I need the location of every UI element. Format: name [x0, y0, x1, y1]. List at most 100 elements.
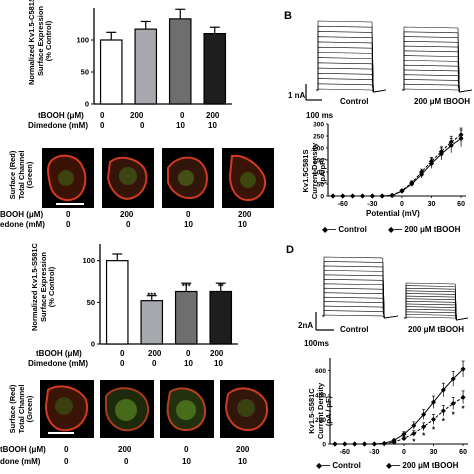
d-tbooh-trace-9 — [404, 295, 469, 321]
d-point — [352, 441, 358, 447]
a-bar-2 — [134, 28, 158, 105]
b-point — [330, 193, 336, 199]
c-cell-image-3 — [160, 380, 214, 438]
a-image-tbooh-0: 0 — [66, 210, 71, 219]
c-row-label-dimedone: Dimedone (mM) — [28, 359, 88, 368]
a-scale-bar — [56, 203, 84, 205]
d-point — [440, 387, 446, 393]
d-point — [332, 441, 338, 447]
b-legend-tbooh: ◆— 200 μM tBOOH — [388, 226, 460, 234]
c-cell-image-4 — [220, 380, 274, 438]
a-dim-1: 0 — [140, 121, 145, 130]
c-image-dim-2: 10 — [182, 457, 191, 466]
d-control-trace-6 — [322, 292, 399, 319]
c-sig-2: *** — [147, 291, 156, 300]
c-sig-3: *** — [182, 282, 191, 291]
b-tbooh-trace-9 — [402, 50, 473, 93]
b-point — [350, 193, 356, 199]
d-legend-tbooh: ◆— 200 μM tBOOH — [386, 462, 458, 470]
a-cell-image-3 — [162, 148, 214, 208]
d-tbooh-trace-14 — [404, 282, 469, 321]
d-star-3: * — [432, 425, 436, 434]
b-legend-control-marker: ◆— — [322, 225, 337, 234]
d-control-trace-14 — [322, 256, 399, 319]
d-y-tick-label: 400 — [315, 392, 326, 399]
d-star-5: * — [452, 410, 456, 419]
c-image-dim-3: 10 — [238, 457, 247, 466]
c-tbooh-2: 0 — [186, 349, 191, 358]
a-tbooh-3: 200 — [206, 111, 220, 120]
b-tbooh-trace-5 — [402, 69, 473, 93]
c-scale-bar — [48, 432, 74, 434]
a-dim-2: 10 — [176, 121, 185, 130]
b-legend-control: ◆— Control — [322, 226, 367, 234]
c-image-tbooh-1: 200 — [118, 445, 132, 454]
c-bar-1 — [105, 260, 129, 345]
d-line-1 — [334, 368, 464, 445]
d-tbooh-trace-11 — [404, 290, 469, 321]
d-control-trace-2 — [322, 310, 399, 319]
a-bar-4 — [203, 32, 227, 105]
d-y-tick-label: 600 — [315, 368, 326, 375]
b-y-tick-label: 250 — [313, 134, 324, 141]
d-legend-control-text: Control — [332, 461, 361, 470]
c-y-tick-label: 100 — [82, 256, 95, 265]
b-trace-label-tbooh: 200 μM tBOOH — [414, 97, 471, 106]
a-row-label-dimedone: Dimedone (mM) — [28, 121, 88, 130]
b-line-2 — [332, 134, 462, 197]
a-tbooh-2: 0 — [180, 111, 185, 120]
b-y-tick-label: 300 — [313, 122, 324, 129]
c-tbooh-1: 200 — [148, 349, 162, 358]
b-point — [379, 193, 385, 199]
b-point — [359, 193, 366, 199]
d-legend-control: ◆— Control — [316, 462, 361, 470]
b-tbooh-trace-13 — [402, 31, 473, 93]
b-tbooh-trace-14 — [402, 26, 473, 93]
c-image-ylabel-line: (Green) — [25, 395, 35, 423]
a-bar-3 — [168, 18, 192, 105]
d-point — [450, 376, 456, 382]
a-tbooh-0: 0 — [100, 111, 105, 120]
c-image-tbooh-0: 0 — [64, 445, 69, 454]
c-image-tbooh-3: 200 — [236, 445, 250, 454]
d-tbooh-trace-5 — [404, 306, 469, 321]
b-control-trace-3 — [316, 78, 387, 93]
c-dim-0: 0 — [120, 359, 125, 368]
d-point — [381, 441, 387, 447]
d-control-trace-10 — [322, 274, 399, 319]
b-control-trace-2 — [316, 83, 387, 93]
d-point — [411, 423, 417, 429]
b-tbooh-trace-3 — [402, 79, 473, 93]
c-bar-2 — [140, 300, 164, 345]
d-point — [421, 424, 427, 430]
a-image-dim-0: 0 — [66, 220, 71, 229]
d-x-tick-label: 60 — [459, 449, 467, 456]
b-x-tick-label: 30 — [428, 201, 436, 208]
a-image-row-label-dimedone: edone (mM) — [0, 220, 45, 229]
a-image-tbooh-2: 0 — [186, 210, 191, 219]
a-image-tbooh-3: 200 — [238, 210, 252, 219]
b-control-trace-6 — [316, 62, 387, 93]
d-x-tick-label: 30 — [430, 449, 438, 456]
c-tbooh-0: 0 — [120, 349, 125, 358]
b-x-tick-label: -30 — [367, 201, 377, 208]
b-y-tick-label: 150 — [313, 158, 324, 165]
d-star-6: * — [462, 405, 466, 414]
c-image-tbooh-2: 0 — [184, 445, 189, 454]
d-legend-tbooh-marker: ◆— — [386, 461, 401, 470]
a-y-tick-label: 100 — [76, 36, 89, 45]
b-legend-control-text: Control — [338, 225, 367, 234]
b-y-tick-label: 200 — [313, 146, 324, 153]
b-x-tick-label: 0 — [400, 201, 404, 208]
d-legend-control-marker: ◆— — [316, 461, 331, 470]
a-image-dim-1: 0 — [126, 220, 131, 229]
b-tbooh-trace-12 — [402, 36, 473, 93]
d-control-trace-13 — [322, 261, 399, 319]
c-cell-image-2 — [100, 380, 154, 438]
a-bar-1 — [99, 39, 123, 105]
d-point — [371, 441, 377, 447]
d-star-1: * — [412, 438, 416, 447]
b-legend-tbooh-marker: ◆— — [388, 225, 403, 234]
d-control-trace-12 — [322, 265, 399, 319]
a-image-ylabel: Surface (Red) Total Channel (Green) — [8, 145, 39, 205]
